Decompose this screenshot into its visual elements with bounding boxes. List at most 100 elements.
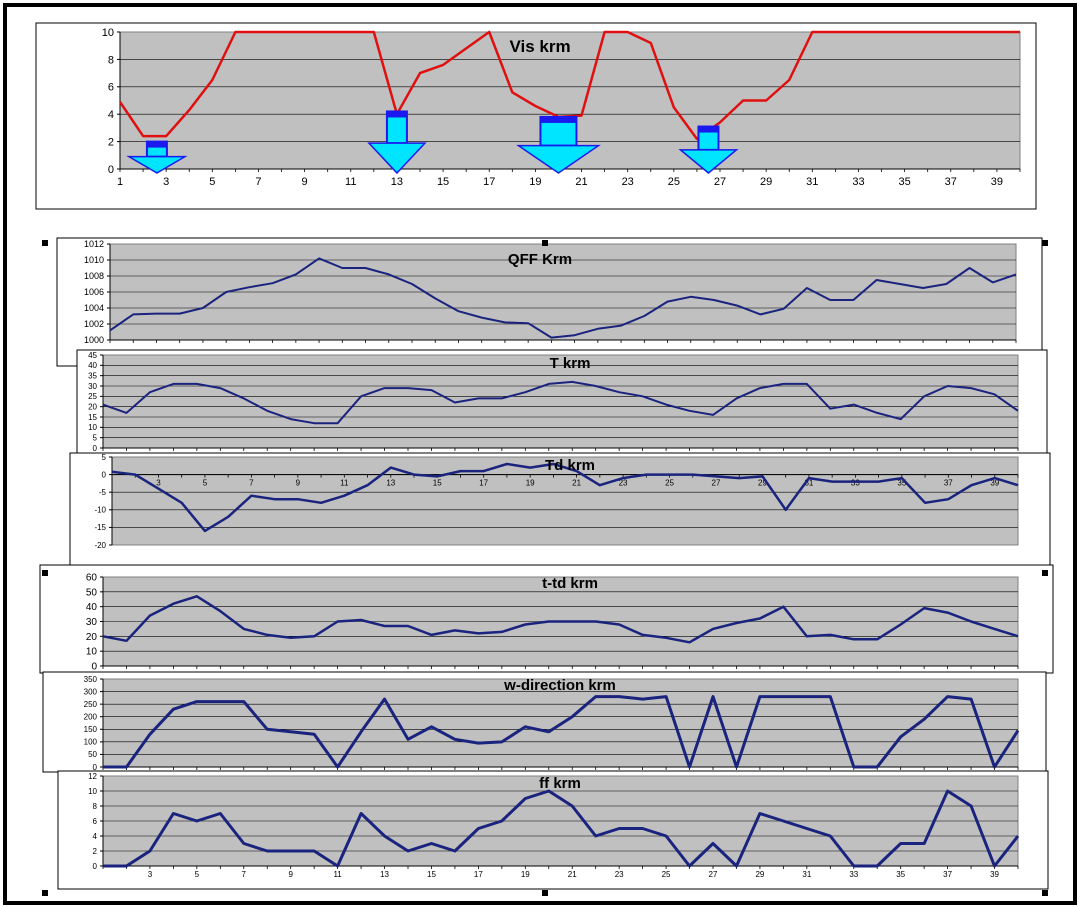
x-tick-label: 39 xyxy=(990,870,999,879)
series-line xyxy=(103,695,1020,769)
x-tick-label: 17 xyxy=(479,479,488,488)
y-tick-label: 0 xyxy=(93,862,98,871)
y-tick-label: 1012 xyxy=(84,239,104,249)
x-tick-label: 27 xyxy=(714,176,726,188)
x-tick-label: 29 xyxy=(758,479,767,488)
x-tick-label: 33 xyxy=(852,176,864,188)
down-arrow-marker xyxy=(126,140,188,174)
x-tick-label: 29 xyxy=(760,176,772,188)
plot-area xyxy=(102,354,1019,449)
x-tick-label: 25 xyxy=(668,176,680,188)
chart-title: Vis krm xyxy=(509,37,570,56)
series-line xyxy=(102,380,1019,425)
x-tick-label: 21 xyxy=(575,176,587,188)
x-tick-label: 25 xyxy=(662,870,671,879)
x-tick-label: 19 xyxy=(529,176,541,188)
chart-title: ff krm xyxy=(539,775,581,792)
x-tick-label: 29 xyxy=(755,870,764,879)
x-tick-label: 11 xyxy=(345,176,356,188)
x-tick-label: 39 xyxy=(990,479,999,488)
y-tick-label: 50 xyxy=(86,587,98,598)
x-tick-label: 11 xyxy=(340,479,349,488)
y-tick-label: 30 xyxy=(86,617,98,628)
x-tick-label: 13 xyxy=(391,176,403,188)
x-tick-label: 11 xyxy=(333,870,342,879)
x-tick-label: 23 xyxy=(622,176,634,188)
x-tick-label: 15 xyxy=(437,176,449,188)
y-tick-label: 30 xyxy=(88,382,97,391)
chart-title: T krm xyxy=(550,355,591,372)
y-tick-label: 1002 xyxy=(84,319,104,329)
y-tick-label: 10 xyxy=(102,27,114,39)
chart-6: 0 50 100 150 200 250 300 350 w-direction krm xyxy=(84,675,1020,772)
y-tick-label: 40 xyxy=(88,361,97,370)
x-tick-label: 33 xyxy=(851,479,860,488)
y-tick-label: 5 xyxy=(102,453,107,462)
x-tick-label: 7 xyxy=(249,479,254,488)
x-tick-label: 17 xyxy=(474,870,483,879)
x-tick-label: 5 xyxy=(203,479,208,488)
x-tick-label: 17 xyxy=(483,176,495,188)
y-tick-label: 20 xyxy=(86,632,98,643)
selection-handles xyxy=(42,240,1048,896)
x-tick-label: 13 xyxy=(380,870,389,879)
x-tick-label: 27 xyxy=(712,479,721,488)
y-tick-label: 20 xyxy=(88,402,97,411)
y-tick-label: 10 xyxy=(88,787,97,796)
x-tick-label: 15 xyxy=(427,870,436,879)
y-tick-label: 25 xyxy=(88,392,97,401)
x-tick-label: 9 xyxy=(288,870,293,879)
x-tick-label: 5 xyxy=(209,176,215,188)
x-tick-label: 3 xyxy=(148,870,153,879)
y-tick-label: 8 xyxy=(93,802,98,811)
chart-title: Td krm xyxy=(545,457,595,474)
y-tick-label: 0 xyxy=(93,444,98,453)
x-tick-label: 9 xyxy=(302,176,308,188)
y-tick-label: 10 xyxy=(88,423,97,432)
chart-title: w-direction krm xyxy=(503,677,616,694)
chart-title: t-td krm xyxy=(542,575,598,592)
x-tick-label: 39 xyxy=(991,176,1003,188)
y-tick-label: 2 xyxy=(93,847,98,856)
y-tick-label: 6 xyxy=(93,817,98,826)
x-tick-label: 35 xyxy=(896,870,905,879)
y-tick-label: 50 xyxy=(88,750,97,759)
x-tick-label: 23 xyxy=(615,870,624,879)
y-tick-label: 150 xyxy=(84,725,98,734)
y-tick-label: 40 xyxy=(86,602,98,613)
y-tick-label: 300 xyxy=(84,687,98,696)
y-tick-label: 10 xyxy=(86,647,98,658)
y-tick-label: 200 xyxy=(84,713,98,722)
series-line xyxy=(102,595,1019,644)
x-tick-label: 27 xyxy=(709,870,718,879)
y-tick-label: 0 xyxy=(91,662,97,673)
x-tick-label: 21 xyxy=(568,870,577,879)
x-tick-label: 35 xyxy=(898,176,910,188)
y-tick-label: -10 xyxy=(94,506,106,515)
y-tick-label: 45 xyxy=(88,351,97,360)
y-tick-label: 4 xyxy=(93,832,98,841)
x-tick-label: 9 xyxy=(296,479,301,488)
x-tick-label: 37 xyxy=(945,176,957,188)
y-tick-label: 0 xyxy=(108,164,114,176)
y-tick-label: 350 xyxy=(84,675,98,684)
y-tick-label: 8 xyxy=(108,54,114,66)
x-tick-label: 19 xyxy=(526,479,535,488)
y-tick-label: 60 xyxy=(86,573,98,584)
x-tick-label: 3 xyxy=(163,176,169,188)
x-tick-label: 33 xyxy=(849,870,858,879)
x-tick-label: 31 xyxy=(802,870,811,879)
y-tick-label: 1000 xyxy=(84,335,104,345)
y-tick-label: -15 xyxy=(94,523,106,532)
x-tick-label: 3 xyxy=(156,479,161,488)
x-tick-label: 15 xyxy=(433,479,442,488)
x-tick-label: 37 xyxy=(944,479,953,488)
chart-title: QFF Krm xyxy=(508,251,572,268)
series-line xyxy=(103,789,1020,868)
x-tick-label: 13 xyxy=(386,479,395,488)
y-tick-label: 6 xyxy=(108,82,114,94)
y-tick-label: 250 xyxy=(84,700,98,709)
y-tick-label: 1008 xyxy=(84,271,104,281)
